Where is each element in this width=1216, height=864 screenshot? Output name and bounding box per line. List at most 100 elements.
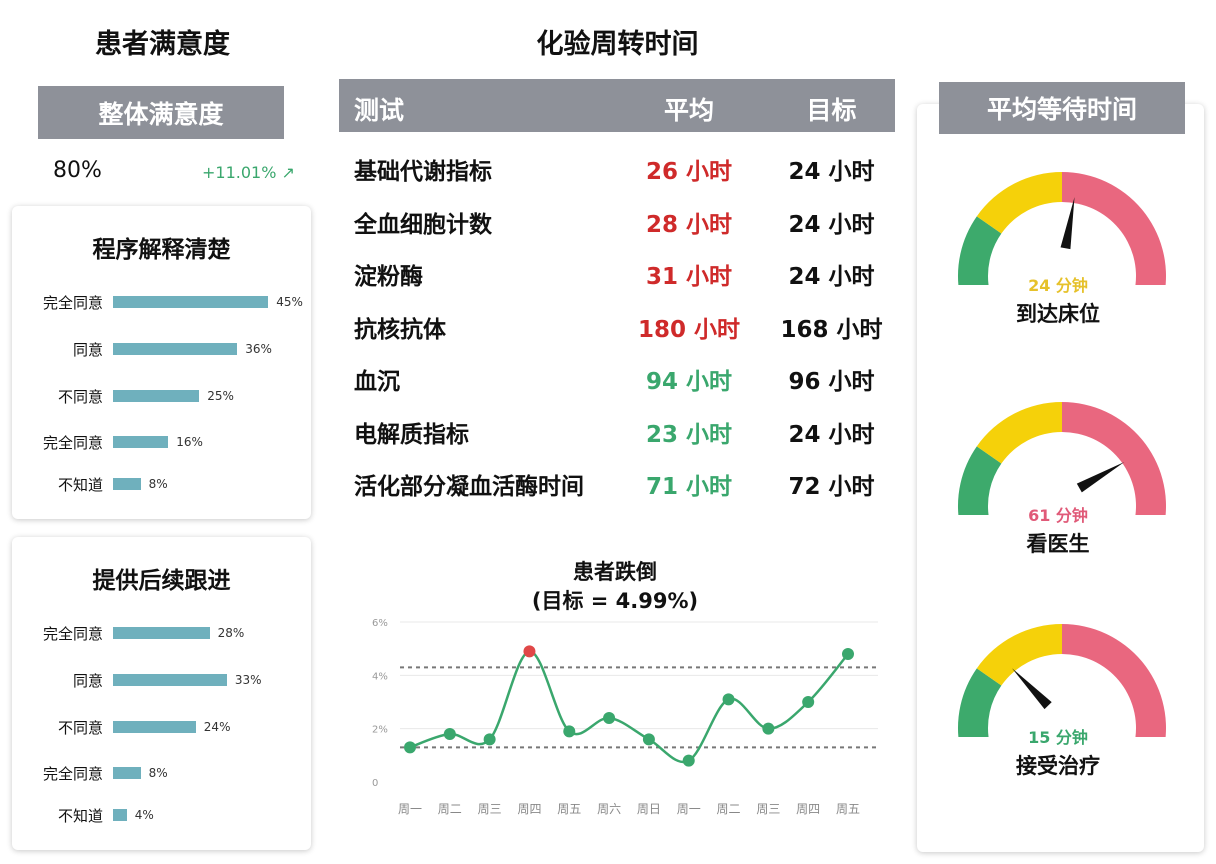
lab-average: 28 小时 — [645, 211, 732, 238]
lab-test-name: 全血细胞计数 — [354, 211, 492, 238]
chart-title: 患者跌倒 — [573, 560, 657, 584]
bar-fill — [113, 343, 238, 355]
chart-point — [842, 648, 854, 660]
lab-average: 26 小时 — [645, 159, 732, 185]
bar-percent: 8% — [148, 766, 168, 780]
bar-percent: 16% — [176, 435, 203, 449]
lab-average: 180 小时 — [637, 316, 741, 343]
chart-point — [722, 693, 735, 706]
overall-satisfaction-change: +11.01% ↗ — [202, 163, 295, 182]
gauge-needle — [1011, 668, 1052, 710]
lab-test-name: 基础代谢指标 — [354, 159, 492, 185]
lab-goal: 96 小时 — [788, 369, 875, 395]
patient-falls-chart: 0 2% 4% 6% 周一 周二 周三 周四 周五 周六 周日 周一 周二 周三 周四 周五 — [372, 618, 878, 816]
gauge-green-segment — [958, 668, 1002, 737]
bar-fill — [113, 627, 210, 639]
lab-goal: 24 小时 — [788, 264, 875, 290]
lab-goal: 72 小时 — [788, 474, 875, 500]
col-goal-header: 目标 — [806, 96, 857, 125]
col-avg-header: 平均 — [663, 96, 714, 125]
chart-point — [762, 722, 775, 735]
bar-percent: 8% — [148, 477, 168, 491]
gauge-needle — [1060, 197, 1075, 250]
bar-label: 完全同意 — [42, 293, 103, 312]
chart-point — [404, 741, 416, 754]
bar-row: 不知道 4% — [12, 805, 154, 825]
lab-average: 23 小时 — [645, 421, 732, 448]
lab-goal: 24 小时 — [788, 211, 875, 238]
bar-label: 完全同意 — [42, 433, 103, 452]
lab-average: 31 小时 — [645, 264, 732, 290]
wait-gauge — [958, 402, 1166, 515]
chart-point — [443, 728, 456, 740]
bar-row: 完全同意 45% — [12, 292, 303, 312]
bar-label: 不知道 — [57, 806, 103, 825]
chart-xtick-label: 周三 — [756, 802, 780, 816]
lab-test-name: 电解质指标 — [354, 421, 469, 448]
bar-fill — [113, 478, 141, 490]
lab-table-row: 电解质指标 23 小时 24 小时 — [339, 409, 895, 449]
card-title: 程序解释清楚 — [92, 237, 231, 263]
bar-row: 同意 36% — [12, 339, 272, 359]
chart-point — [682, 754, 695, 767]
bar-row: 完全同意 28% — [12, 623, 244, 643]
gauge-needle — [1076, 462, 1125, 493]
bar-row: 完全同意 16% — [12, 432, 203, 452]
chart-point — [483, 733, 496, 746]
chart-xtick-label: 周一 — [677, 802, 701, 816]
lab-test-name: 活化部分凝血活酶时间 — [354, 474, 584, 500]
col-test-header: 测试 — [354, 96, 405, 125]
bar-label: 不同意 — [57, 387, 103, 406]
bar-percent: 36% — [245, 342, 272, 356]
gauge-green-segment — [958, 446, 1002, 515]
bar-fill — [113, 436, 169, 448]
gauge-label: 看医生 — [1026, 532, 1090, 556]
chart-point — [603, 712, 616, 724]
lab-goal: 24 小时 — [788, 421, 875, 448]
gauge-label: 到达床位 — [1016, 302, 1100, 326]
chart-xtick-label: 周四 — [796, 802, 820, 816]
lab-test-name: 血沉 — [354, 369, 400, 395]
procedure-explained-card: 程序解释清楚 完全同意 45% 同意 36% 不同意 25% 完全同意 16% 不知道 8% — [12, 206, 311, 519]
chart-xtick-label: 周六 — [597, 802, 621, 816]
bar-row: 不知道 8% — [12, 474, 168, 494]
gauge-value: 15 分钟 — [1028, 728, 1088, 747]
lab-test-name: 抗核抗体 — [354, 316, 446, 343]
chart-point — [563, 725, 576, 738]
lab-goal: 24 小时 — [788, 159, 875, 185]
chart-xtick-label: 周五 — [557, 802, 581, 816]
bar-label: 不知道 — [57, 475, 103, 494]
gauge-label: 接受治疗 — [1016, 754, 1100, 778]
lab-table-row: 基础代谢指标 26 小时 24 小时 — [339, 146, 895, 186]
bar-fill — [113, 767, 141, 779]
gauge-green-segment — [958, 216, 1002, 285]
bar-fill — [113, 674, 227, 686]
wait-time-header: 平均等待时间 — [939, 82, 1185, 134]
bar-fill — [113, 721, 196, 733]
wait-gauge — [958, 172, 1166, 285]
bar-row: 同意 33% — [12, 670, 262, 690]
wait-gauge — [958, 624, 1166, 737]
chart-point-highlight — [523, 645, 536, 658]
chart-xtick-label: 周四 — [517, 802, 541, 816]
bar-percent: 4% — [134, 808, 154, 822]
chart-ytick-label: 6% — [372, 618, 388, 629]
bar-label: 不同意 — [57, 718, 103, 737]
chart-xtick-label: 周二 — [438, 802, 462, 816]
overall-satisfaction-header: 整体满意度 — [38, 86, 284, 139]
chart-ytick-label: 4% — [372, 671, 388, 682]
overall-satisfaction-value: 80% — [53, 158, 102, 183]
chart-xtick-label: 周二 — [717, 802, 741, 816]
patient-satisfaction-title: 患者满意度 — [95, 29, 230, 60]
bar-label: 完全同意 — [42, 624, 103, 643]
gauge-value: 61 分钟 — [1028, 506, 1088, 525]
gauge-red-segment — [1062, 172, 1166, 285]
card-title: 提供后续跟进 — [92, 568, 231, 594]
chart-ytick-label: 0 — [372, 778, 378, 789]
patient-falls-title: 患者跌倒 (目标 = 4.99%) — [470, 558, 760, 616]
lab-table-row: 抗核抗体 180 小时 168 小时 — [339, 304, 895, 344]
bar-row: 完全同意 8% — [12, 763, 168, 783]
lab-table-row: 淀粉酶 31 小时 24 小时 — [339, 251, 895, 291]
lab-table-row: 血沉 94 小时 96 小时 — [339, 356, 895, 396]
lab-average: 94 小时 — [645, 369, 732, 395]
